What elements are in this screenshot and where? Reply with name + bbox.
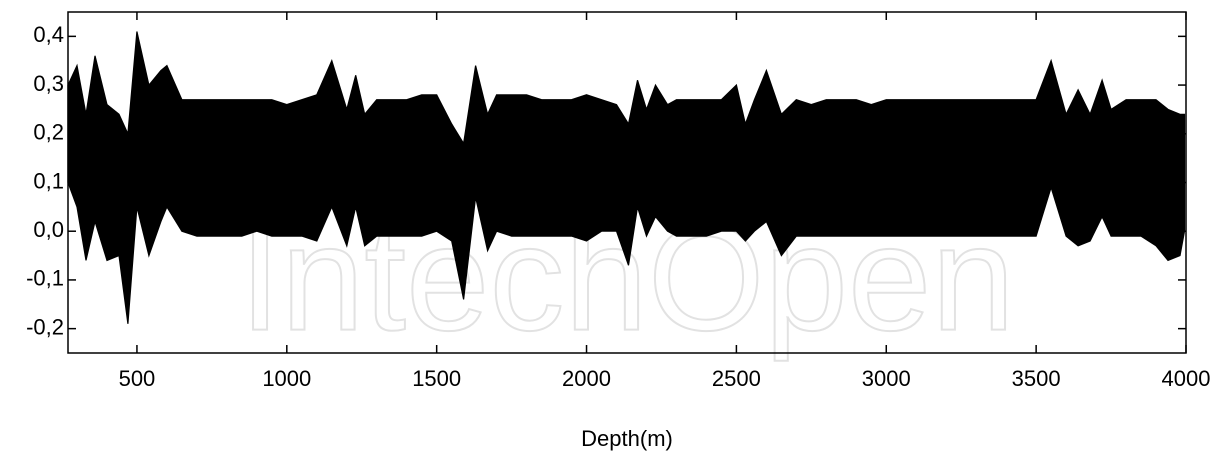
x-tick-label: 3500	[1012, 366, 1061, 391]
y-tick-label: 0,4	[33, 22, 64, 47]
y-tick-label: -0,2	[26, 314, 64, 339]
x-tick-label: 2000	[562, 366, 611, 391]
y-tick-label: 0,0	[33, 217, 64, 242]
x-tick-label: 4000	[1162, 366, 1211, 391]
x-axis-label: Depth(m)	[581, 426, 673, 451]
x-tick-label: 2500	[712, 366, 761, 391]
x-tick-label: 1500	[412, 366, 461, 391]
x-tick-label: 1000	[262, 366, 311, 391]
y-tick-label: 0,3	[33, 71, 64, 96]
y-tick-label: -0,1	[26, 266, 64, 291]
y-tick-label: 0,2	[33, 120, 64, 145]
x-tick-label: 500	[119, 366, 156, 391]
x-tick-label: 3000	[862, 366, 911, 391]
y-tick-label: 0,1	[33, 168, 64, 193]
